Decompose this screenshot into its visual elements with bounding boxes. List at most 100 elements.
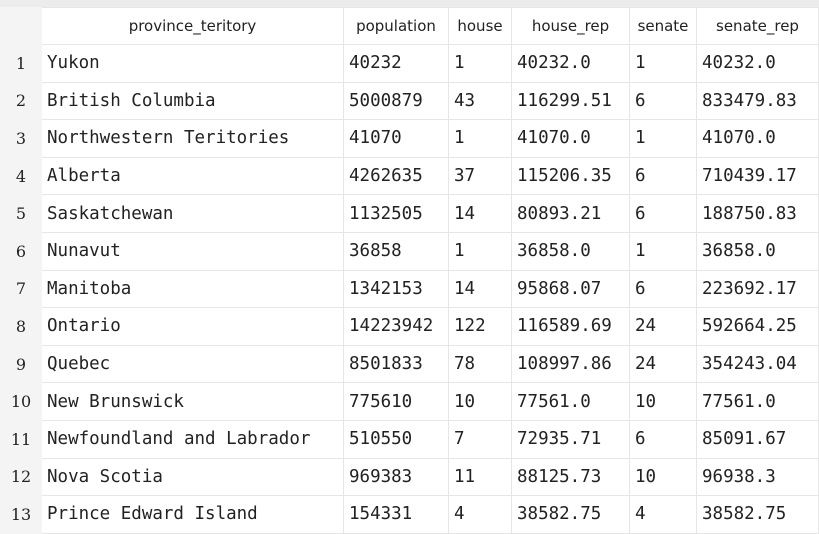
cell-province-teritory[interactable]: British Columbia	[41, 81, 344, 121]
cell-senate-rep[interactable]: 77561.0	[696, 382, 819, 421]
cell-population[interactable]: 154331	[343, 495, 449, 534]
cell-senate[interactable]: 1	[629, 119, 697, 158]
cell-population[interactable]: 775610	[343, 382, 449, 421]
cell-house-rep[interactable]: 38582.75	[511, 495, 630, 534]
cell-house-rep[interactable]: 115206.35	[511, 156, 630, 196]
row-index: 11	[0, 419, 42, 459]
cell-house-rep[interactable]: 116589.69	[511, 307, 630, 346]
cell-senate-rep[interactable]: 38582.75	[696, 495, 819, 534]
cell-population[interactable]: 40232	[343, 44, 449, 83]
cell-house[interactable]: 1	[448, 44, 512, 83]
cell-population[interactable]: 36858	[343, 231, 449, 271]
cell-house[interactable]: 14	[448, 269, 512, 309]
cell-province-teritory[interactable]: Nova Scotia	[41, 457, 344, 497]
cell-province-teritory[interactable]: Nunavut	[41, 231, 344, 271]
cell-province-teritory[interactable]: Saskatchewan	[41, 194, 344, 233]
cell-senate-rep[interactable]: 41070.0	[696, 119, 819, 158]
cell-population[interactable]: 969383	[343, 457, 449, 497]
column-header-senate-rep[interactable]: senate_rep	[696, 7, 819, 45]
cell-senate[interactable]: 10	[629, 457, 697, 497]
cell-population[interactable]: 8501833	[343, 344, 449, 384]
cell-house[interactable]: 11	[448, 457, 512, 497]
cell-senate-rep[interactable]: 710439.17	[696, 156, 819, 196]
cell-province-teritory[interactable]: Ontario	[41, 307, 344, 346]
cell-population[interactable]: 5000879	[343, 81, 449, 121]
cell-population[interactable]: 14223942	[343, 307, 449, 346]
header-row: province_teritory population house house…	[0, 7, 819, 45]
cell-province-teritory[interactable]: Manitoba	[41, 269, 344, 309]
cell-senate-rep[interactable]: 85091.67	[696, 419, 819, 459]
cell-senate-rep[interactable]: 40232.0	[696, 44, 819, 83]
row-index: 5	[0, 194, 42, 233]
cell-house-rep[interactable]: 80893.21	[511, 194, 630, 233]
cell-population[interactable]: 4262635	[343, 156, 449, 196]
cell-house[interactable]: 43	[448, 81, 512, 121]
cell-senate-rep[interactable]: 354243.04	[696, 344, 819, 384]
table-row: 4 Alberta 4262635 37 115206.35 6 710439.…	[0, 156, 819, 196]
cell-house[interactable]: 7	[448, 419, 512, 459]
cell-senate[interactable]: 6	[629, 269, 697, 309]
cell-house[interactable]: 37	[448, 156, 512, 196]
cell-province-teritory[interactable]: Alberta	[41, 156, 344, 196]
cell-province-teritory[interactable]: Yukon	[41, 44, 344, 83]
cell-house-rep[interactable]: 36858.0	[511, 231, 630, 271]
cell-senate[interactable]: 6	[629, 81, 697, 121]
table-row: 7 Manitoba 1342153 14 95868.07 6 223692.…	[0, 269, 819, 309]
cell-house-rep[interactable]: 40232.0	[511, 44, 630, 83]
row-index: 6	[0, 231, 42, 271]
cell-house[interactable]: 1	[448, 231, 512, 271]
cell-house[interactable]: 4	[448, 495, 512, 534]
cell-senate-rep[interactable]: 833479.83	[696, 81, 819, 121]
cell-house-rep[interactable]: 95868.07	[511, 269, 630, 309]
cell-senate[interactable]: 1	[629, 231, 697, 271]
cell-house[interactable]: 14	[448, 194, 512, 233]
column-header-house[interactable]: house	[448, 7, 512, 45]
cell-senate-rep[interactable]: 188750.83	[696, 194, 819, 233]
column-header-population[interactable]: population	[343, 7, 449, 45]
cell-house[interactable]: 78	[448, 344, 512, 384]
table-row: 2 British Columbia 5000879 43 116299.51 …	[0, 81, 819, 121]
cell-population[interactable]: 510550	[343, 419, 449, 459]
data-table-view: province_teritory population house house…	[0, 7, 819, 534]
column-header-province-teritory[interactable]: province_teritory	[41, 7, 344, 45]
cell-house-rep[interactable]: 108997.86	[511, 344, 630, 384]
cell-senate-rep[interactable]: 223692.17	[696, 269, 819, 309]
cell-province-teritory[interactable]: New Brunswick	[41, 382, 344, 421]
cell-house-rep[interactable]: 116299.51	[511, 81, 630, 121]
cell-house[interactable]: 10	[448, 382, 512, 421]
cell-senate[interactable]: 6	[629, 194, 697, 233]
cell-province-teritory[interactable]: Prince Edward Island	[41, 495, 344, 534]
column-header-house-rep[interactable]: house_rep	[511, 7, 630, 45]
cell-senate[interactable]: 6	[629, 156, 697, 196]
cell-province-teritory[interactable]: Quebec	[41, 344, 344, 384]
cell-house[interactable]: 1	[448, 119, 512, 158]
cell-senate-rep[interactable]: 592664.25	[696, 307, 819, 346]
table-row: 8 Ontario 14223942 122 116589.69 24 5926…	[0, 307, 819, 346]
row-index: 7	[0, 269, 42, 309]
cell-senate-rep[interactable]: 36858.0	[696, 231, 819, 271]
cell-senate[interactable]: 24	[629, 307, 697, 346]
cell-house[interactable]: 122	[448, 307, 512, 346]
cell-province-teritory[interactable]: Newfoundland and Labrador	[41, 419, 344, 459]
cell-population[interactable]: 1342153	[343, 269, 449, 309]
cell-house-rep[interactable]: 72935.71	[511, 419, 630, 459]
cell-house-rep[interactable]: 88125.73	[511, 457, 630, 497]
cell-house-rep[interactable]: 41070.0	[511, 119, 630, 158]
cell-senate[interactable]: 6	[629, 419, 697, 459]
top-strip	[0, 0, 819, 7]
table-row: 6 Nunavut 36858 1 36858.0 1 36858.0	[0, 231, 819, 271]
cell-house-rep[interactable]: 77561.0	[511, 382, 630, 421]
cell-population[interactable]: 41070	[343, 119, 449, 158]
row-index: 2	[0, 81, 42, 121]
row-index: 4	[0, 156, 42, 196]
cell-senate[interactable]: 10	[629, 382, 697, 421]
cell-senate[interactable]: 4	[629, 495, 697, 534]
cell-senate[interactable]: 24	[629, 344, 697, 384]
cell-population[interactable]: 1132505	[343, 194, 449, 233]
row-index: 13	[0, 495, 42, 534]
cell-senate-rep[interactable]: 96938.3	[696, 457, 819, 497]
cell-province-teritory[interactable]: Northwestern Teritories	[41, 119, 344, 158]
column-header-senate[interactable]: senate	[629, 7, 697, 45]
table-row: 1 Yukon 40232 1 40232.0 1 40232.0	[0, 44, 819, 83]
cell-senate[interactable]: 1	[629, 44, 697, 83]
